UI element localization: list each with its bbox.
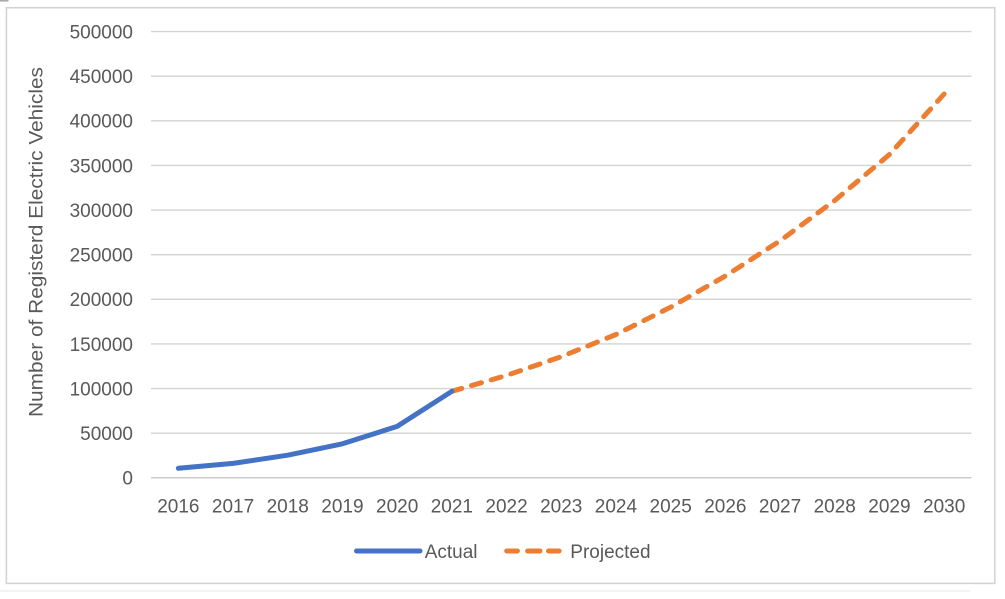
svg-text:150000: 150000 — [70, 335, 133, 356]
svg-text:Projected: Projected — [570, 542, 650, 563]
svg-text:2023: 2023 — [540, 496, 582, 517]
svg-text:50000: 50000 — [80, 424, 133, 445]
svg-text:2024: 2024 — [595, 496, 638, 517]
svg-text:0: 0 — [122, 469, 133, 490]
svg-text:300000: 300000 — [70, 201, 133, 222]
svg-text:500000: 500000 — [70, 23, 133, 44]
svg-text:Number of Registerd Electric V: Number of Registerd Electric Vehicles — [26, 67, 48, 417]
svg-text:2029: 2029 — [868, 496, 910, 517]
svg-text:Actual: Actual — [425, 542, 478, 563]
svg-text:2027: 2027 — [759, 496, 801, 517]
svg-text:2018: 2018 — [267, 496, 309, 517]
svg-text:200000: 200000 — [70, 290, 133, 311]
svg-text:2021: 2021 — [431, 496, 473, 517]
svg-text:2022: 2022 — [485, 496, 527, 517]
svg-text:450000: 450000 — [70, 67, 133, 88]
svg-text:2017: 2017 — [212, 496, 254, 517]
svg-text:2019: 2019 — [321, 496, 363, 517]
svg-text:2016: 2016 — [157, 496, 199, 517]
svg-text:350000: 350000 — [70, 156, 133, 177]
svg-text:2025: 2025 — [650, 496, 692, 517]
svg-text:100000: 100000 — [70, 380, 133, 401]
svg-text:250000: 250000 — [70, 246, 133, 267]
svg-text:2026: 2026 — [704, 496, 746, 517]
svg-text:2028: 2028 — [814, 496, 856, 517]
svg-text:2020: 2020 — [376, 496, 418, 517]
svg-text:400000: 400000 — [70, 112, 133, 133]
svg-text:2030: 2030 — [923, 496, 965, 517]
